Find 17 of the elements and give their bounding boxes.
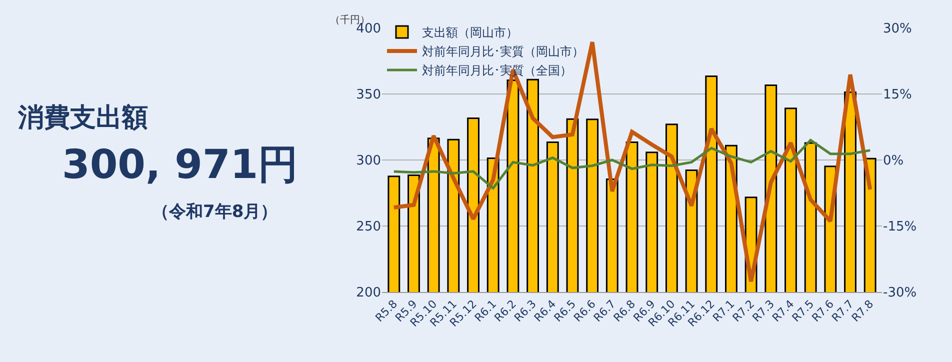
legend-label: 対前年同月比･実質（岡山市）	[422, 44, 584, 59]
text: 300, 971円	[62, 142, 298, 188]
legend-label: 対前年同月比･実質（全国）	[422, 64, 572, 78]
y2-tick-label: -30%	[883, 286, 917, 301]
y-tick-label: 350	[356, 88, 381, 103]
line-series	[392, 138, 872, 190]
line-series	[392, 40, 872, 284]
y-tick-label: 300	[356, 154, 381, 169]
legend-label: 支出額（岡山市）	[422, 26, 518, 40]
y-tick-label: 250	[356, 220, 381, 235]
text: 消費支出額	[17, 103, 148, 133]
text: （令和7年8月）	[152, 202, 278, 222]
y2-tick-label: -15%	[883, 220, 917, 235]
y2-tick-label: 0%	[883, 154, 904, 169]
y2-tick-label: 15%	[883, 88, 912, 103]
y2-tick-label: 30%	[883, 22, 912, 37]
y-tick-label: 200	[356, 286, 381, 301]
